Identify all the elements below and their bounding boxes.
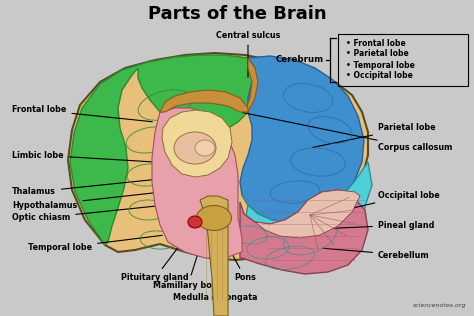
Text: Occipital lobe: Occipital lobe [313,191,440,217]
Polygon shape [162,110,232,177]
Polygon shape [68,53,368,260]
Text: Temporal lobe: Temporal lobe [28,235,162,252]
Polygon shape [160,90,248,112]
Polygon shape [70,55,258,245]
Text: • Parietal lobe: • Parietal lobe [346,50,409,58]
Text: Parts of the Brain: Parts of the Brain [148,5,326,23]
Text: Cerebrum: Cerebrum [276,56,324,64]
Text: • Occipital lobe: • Occipital lobe [346,71,413,81]
Text: Frontal lobe: Frontal lobe [12,106,152,122]
Polygon shape [200,196,228,316]
Text: Cerebellum: Cerebellum [323,248,429,259]
Text: Hypothalamus: Hypothalamus [12,188,195,210]
Text: Mamillary body: Mamillary body [153,218,223,289]
Polygon shape [255,190,360,238]
Text: Pons: Pons [216,224,256,283]
Text: Pineal gland: Pineal gland [298,221,434,230]
Text: Corpus callosum: Corpus callosum [243,112,452,153]
Ellipse shape [195,140,215,156]
Polygon shape [240,56,364,222]
Text: Limbic lobe: Limbic lobe [12,150,152,162]
Polygon shape [152,108,242,258]
Text: Central sulcus: Central sulcus [216,31,280,77]
Text: Optic chiasm: Optic chiasm [12,202,192,222]
Text: • Frontal lobe: • Frontal lobe [346,39,406,47]
Text: • Temporal lobe: • Temporal lobe [346,60,415,70]
Text: Thalamus: Thalamus [12,175,195,197]
Polygon shape [245,58,258,112]
Polygon shape [242,162,372,264]
Text: Parietal lobe: Parietal lobe [313,124,436,148]
Polygon shape [240,190,368,274]
Text: Pituitary gland: Pituitary gland [121,227,193,283]
Text: sciencenotes.org: sciencenotes.org [412,303,466,308]
Text: Medulla oblongata: Medulla oblongata [173,258,257,302]
Ellipse shape [188,216,202,228]
Ellipse shape [174,132,216,164]
Ellipse shape [197,205,231,230]
